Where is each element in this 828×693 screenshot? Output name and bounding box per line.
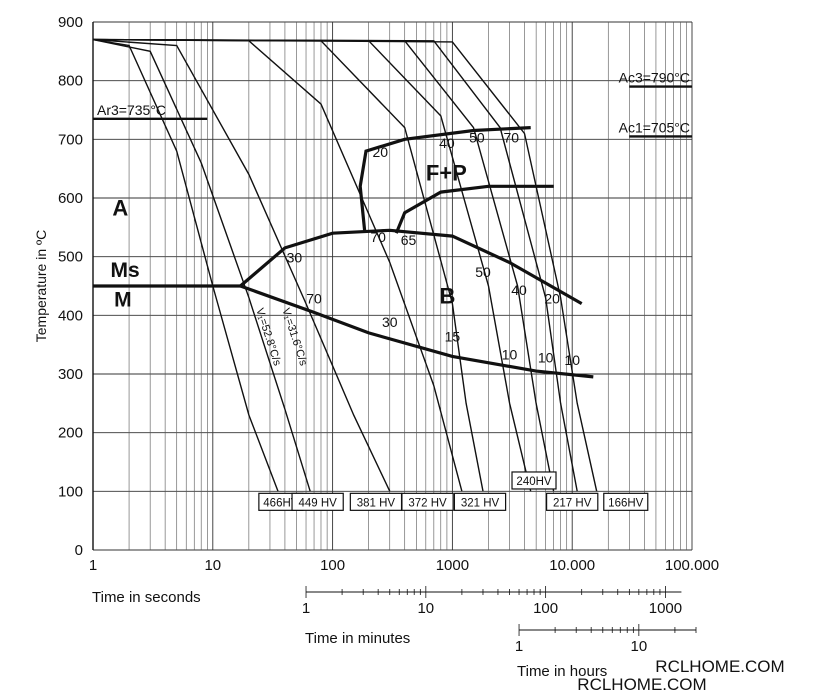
hardness-label: 449 HV bbox=[298, 497, 337, 509]
phase-label: F+P bbox=[426, 160, 467, 185]
hardness-label: 381 HV bbox=[357, 497, 396, 509]
phase-label: M bbox=[114, 289, 132, 312]
watermark-text: RCLHOME.COM bbox=[577, 675, 706, 693]
phase-percent-label: 10 bbox=[502, 346, 518, 362]
phase-percent-label: 10 bbox=[564, 352, 580, 368]
x-tick-label: 10.000 bbox=[549, 557, 595, 574]
cooling-curves bbox=[92, 38, 598, 492]
cooling-curve bbox=[92, 38, 578, 492]
hardness-label: 466HV bbox=[263, 497, 298, 509]
phase-percent-label: 70 bbox=[370, 229, 386, 245]
transformation-boundaries bbox=[93, 85, 692, 379]
hardness-box bbox=[453, 492, 507, 511]
critical-temp-label: Ar3=735°C bbox=[97, 102, 166, 118]
phase-percent-label: 50 bbox=[475, 264, 491, 280]
x-tick-label: 1000 bbox=[436, 557, 469, 574]
phase-percent-label: 50 bbox=[469, 129, 485, 145]
watermark-text: RCLHOME.COM bbox=[655, 657, 784, 676]
x-tick-label: 100.000 bbox=[665, 557, 719, 574]
hardness-label: 240HV bbox=[516, 476, 551, 488]
hardness-value: 449 HV bbox=[291, 492, 344, 511]
y-tick-label: 300 bbox=[58, 366, 83, 383]
phase-percent-label: 70 bbox=[503, 129, 519, 145]
hardness-value: 372 HV bbox=[401, 492, 454, 511]
hardness-value: 166HV bbox=[603, 492, 649, 511]
cooling-curve bbox=[92, 38, 598, 492]
x-tick-label: 1 bbox=[89, 557, 97, 574]
critical-temp-label: Ac3=790°C bbox=[619, 70, 690, 86]
cooling-rate-label: V₁=31.6°C/s bbox=[279, 307, 309, 368]
y-tick-label: 900 bbox=[58, 14, 83, 31]
phase-percent-label: 40 bbox=[511, 282, 527, 298]
y-tick-label: 800 bbox=[58, 73, 83, 90]
hardness-label: 217 HV bbox=[553, 497, 592, 509]
y-tick-label: 0 bbox=[75, 542, 83, 559]
hardness-box bbox=[545, 492, 599, 511]
minutes-axis-label: Time in minutes bbox=[305, 630, 410, 647]
y-tick-label: 500 bbox=[58, 249, 83, 266]
hardness-box bbox=[291, 492, 344, 511]
phase-percent-label: 30 bbox=[382, 314, 398, 330]
minutes-tick-label: 100 bbox=[533, 600, 558, 617]
phase-label: Ms bbox=[111, 259, 140, 282]
hardness-label: 321 HV bbox=[461, 497, 500, 509]
y-tick-label: 400 bbox=[58, 307, 83, 324]
y-tick-label: 200 bbox=[58, 425, 83, 442]
hardness-value: 321 HV bbox=[453, 492, 507, 511]
hours-tick-label: 1 bbox=[515, 638, 523, 655]
hours-tick-label: 10 bbox=[631, 638, 648, 655]
phase-percent-label: 70 bbox=[306, 291, 322, 307]
phase-percent-label: 10 bbox=[538, 349, 554, 365]
cooling-curve bbox=[92, 38, 311, 492]
x-axis-label: Time in seconds bbox=[92, 589, 201, 606]
phase-percent-label: 65 bbox=[401, 232, 417, 248]
hardness-value: 217 HV bbox=[545, 492, 599, 511]
x-tick-label: 10 bbox=[204, 557, 221, 574]
boundary-ms-to-martensite bbox=[239, 284, 594, 379]
y-tick-label: 700 bbox=[58, 131, 83, 148]
hours-axis-label: Time in hours bbox=[517, 663, 607, 680]
phase-percent-label: 40 bbox=[439, 135, 455, 151]
hardness-box bbox=[511, 471, 557, 490]
hardness-value: 240HV bbox=[511, 471, 557, 490]
phase-percent-label: 20 bbox=[544, 291, 560, 307]
boundary-pearlite-nose bbox=[394, 184, 554, 234]
minutes-tick-label: 10 bbox=[417, 600, 434, 617]
hardness-box bbox=[603, 492, 649, 511]
hardness-label: 166HV bbox=[608, 497, 643, 509]
hardness-value: 381 HV bbox=[349, 492, 403, 511]
y-tick-label: 600 bbox=[58, 190, 83, 207]
critical-temp-label: Ac1=705°C bbox=[619, 119, 690, 135]
cooling-curve bbox=[92, 38, 279, 492]
phase-percent-label: 15 bbox=[445, 329, 461, 345]
y-tick-label: 100 bbox=[58, 483, 83, 500]
hardness-label: 372 HV bbox=[408, 497, 447, 509]
boundary-ferrite-start bbox=[358, 126, 531, 231]
phase-percent-label: 20 bbox=[372, 144, 388, 160]
x-tick-label: 100 bbox=[320, 557, 345, 574]
y-axis-label: Temperature in ºC bbox=[33, 230, 49, 343]
hardness-box bbox=[401, 492, 454, 511]
minutes-tick-label: 1 bbox=[302, 600, 310, 617]
phase-label: A bbox=[112, 196, 128, 221]
minutes-tick-label: 1000 bbox=[649, 600, 682, 617]
phase-percent-label: 30 bbox=[287, 250, 303, 266]
cooling-curve bbox=[92, 38, 391, 492]
phase-label: B bbox=[439, 284, 455, 309]
boundary-bainite-start bbox=[239, 228, 583, 305]
chart-labels: 0 100 200 300 400 500 600 700 800 900 1 10 100 1000 10… bbox=[33, 14, 785, 693]
